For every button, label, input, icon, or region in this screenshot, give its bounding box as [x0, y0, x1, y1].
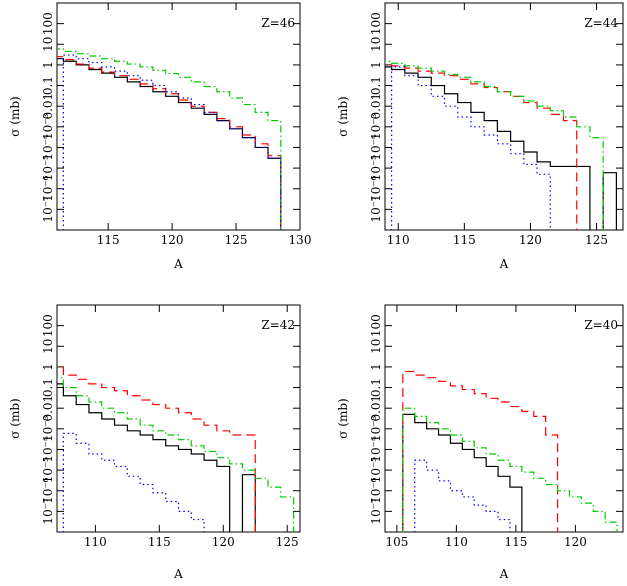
y-tick-label: 0.01: [369, 395, 383, 422]
y-tick-label: 1: [41, 363, 55, 371]
y-tick-label: 10⁻³: [41, 113, 55, 140]
step-line: [414, 459, 511, 532]
plot-area: [385, 60, 617, 230]
step-line: [57, 383, 231, 532]
y-tick-label: 100: [41, 12, 55, 35]
y-tick-label: 100: [369, 12, 383, 35]
annotation: Z=40: [584, 318, 618, 332]
y-tick-label: 10: [369, 37, 383, 52]
annotation: Z=44: [584, 16, 618, 30]
step-line: [402, 407, 618, 532]
x-tick-label: 110: [387, 233, 410, 247]
x-tick-label: 130: [289, 233, 312, 247]
step-line: [402, 413, 523, 532]
step-line: [57, 377, 295, 532]
x-tick-label: 120: [212, 535, 235, 549]
plot-frame: [384, 2, 624, 231]
y-tick-label: 10: [41, 37, 55, 52]
y-tick-label: 0.01: [41, 93, 55, 120]
annotation: Z=42: [261, 318, 295, 332]
plot-area: [57, 366, 295, 532]
y-tick-label: 100: [369, 314, 383, 337]
x-axis-label: A: [173, 257, 183, 271]
step-line: [57, 366, 256, 532]
annotation: Z=46: [261, 16, 295, 30]
x-tick-label: 110: [445, 535, 468, 549]
step-line: [57, 48, 282, 230]
y-tick-label: 10⁻⁶: [41, 477, 55, 504]
x-tick-label: 125: [276, 535, 299, 549]
x-tick-label: 120: [564, 535, 587, 549]
step-line: [62, 54, 282, 230]
step-line: [57, 58, 282, 230]
plot-area: [402, 370, 618, 532]
y-tick-label: 10⁻⁷: [41, 498, 55, 525]
y-tick-label: 10⁻⁶: [369, 477, 383, 504]
step-line: [57, 56, 282, 230]
y-tick-label: 10⁻³: [369, 415, 383, 442]
y-tick-label: 10⁻⁷: [369, 196, 383, 223]
y-tick-label: 10⁻⁴: [41, 134, 55, 161]
y-tick-label: 10⁻³: [41, 415, 55, 442]
step-line: [385, 66, 591, 230]
y-axis-label: σ (mb): [8, 96, 22, 136]
step-line: [385, 64, 578, 230]
x-tick-label: 125: [225, 233, 248, 247]
x-tick-label: 115: [453, 233, 476, 247]
x-tick-label: 125: [585, 233, 608, 247]
x-tick-label: 120: [161, 233, 184, 247]
x-tick-label: 115: [148, 535, 171, 549]
x-axis-label: A: [499, 257, 509, 271]
x-tick-label: 105: [385, 535, 408, 549]
y-tick-label: 10⁻⁷: [41, 196, 55, 223]
y-tick-label: 10⁻⁶: [41, 175, 55, 202]
step-line: [241, 474, 256, 532]
y-tick-label: 0.1: [369, 76, 383, 95]
x-tick-label: 115: [97, 233, 120, 247]
y-tick-label: 0.1: [41, 378, 55, 397]
y-tick-label: 1: [41, 61, 55, 69]
y-tick-label: 10: [369, 339, 383, 354]
x-tick-label: 115: [504, 535, 527, 549]
y-tick-label: 10⁻⁶: [369, 175, 383, 202]
step-line: [602, 172, 617, 230]
y-tick-label: 10⁻⁵: [41, 457, 55, 484]
y-tick-label: 10⁻⁵: [369, 155, 383, 182]
y-tick-label: 10⁻⁷: [369, 498, 383, 525]
y-tick-label: 100: [41, 314, 55, 337]
y-tick-label: 1: [369, 363, 383, 371]
y-tick-label: 10⁻⁵: [41, 155, 55, 182]
y-tick-label: 10: [41, 339, 55, 354]
x-tick-label: 110: [84, 535, 107, 549]
y-tick-label: 10⁻⁴: [369, 134, 383, 161]
plot-frame: [56, 304, 301, 533]
step-line: [385, 60, 604, 230]
y-tick-label: 0.1: [369, 378, 383, 397]
step-line: [402, 370, 559, 532]
x-axis-label: A: [173, 567, 183, 581]
y-axis-label: σ (mb): [8, 398, 22, 438]
plot-frame: [384, 304, 624, 533]
y-tick-label: 0.01: [41, 395, 55, 422]
plot-area: [57, 48, 282, 230]
y-tick-label: 10⁻⁴: [41, 436, 55, 463]
y-axis-label: σ (mb): [336, 96, 350, 136]
y-tick-label: 1: [369, 61, 383, 69]
x-tick-label: 120: [519, 233, 542, 247]
y-tick-label: 10⁻⁵: [369, 457, 383, 484]
y-tick-label: 0.1: [41, 76, 55, 95]
y-tick-label: 0.01: [369, 93, 383, 120]
step-line: [62, 432, 205, 532]
plot-frame: [56, 2, 301, 231]
x-axis-label: A: [499, 567, 509, 581]
y-tick-label: 10⁻⁴: [369, 436, 383, 463]
y-tick-label: 10⁻³: [369, 113, 383, 140]
y-axis-label: σ (mb): [336, 398, 350, 438]
step-line: [391, 66, 551, 230]
